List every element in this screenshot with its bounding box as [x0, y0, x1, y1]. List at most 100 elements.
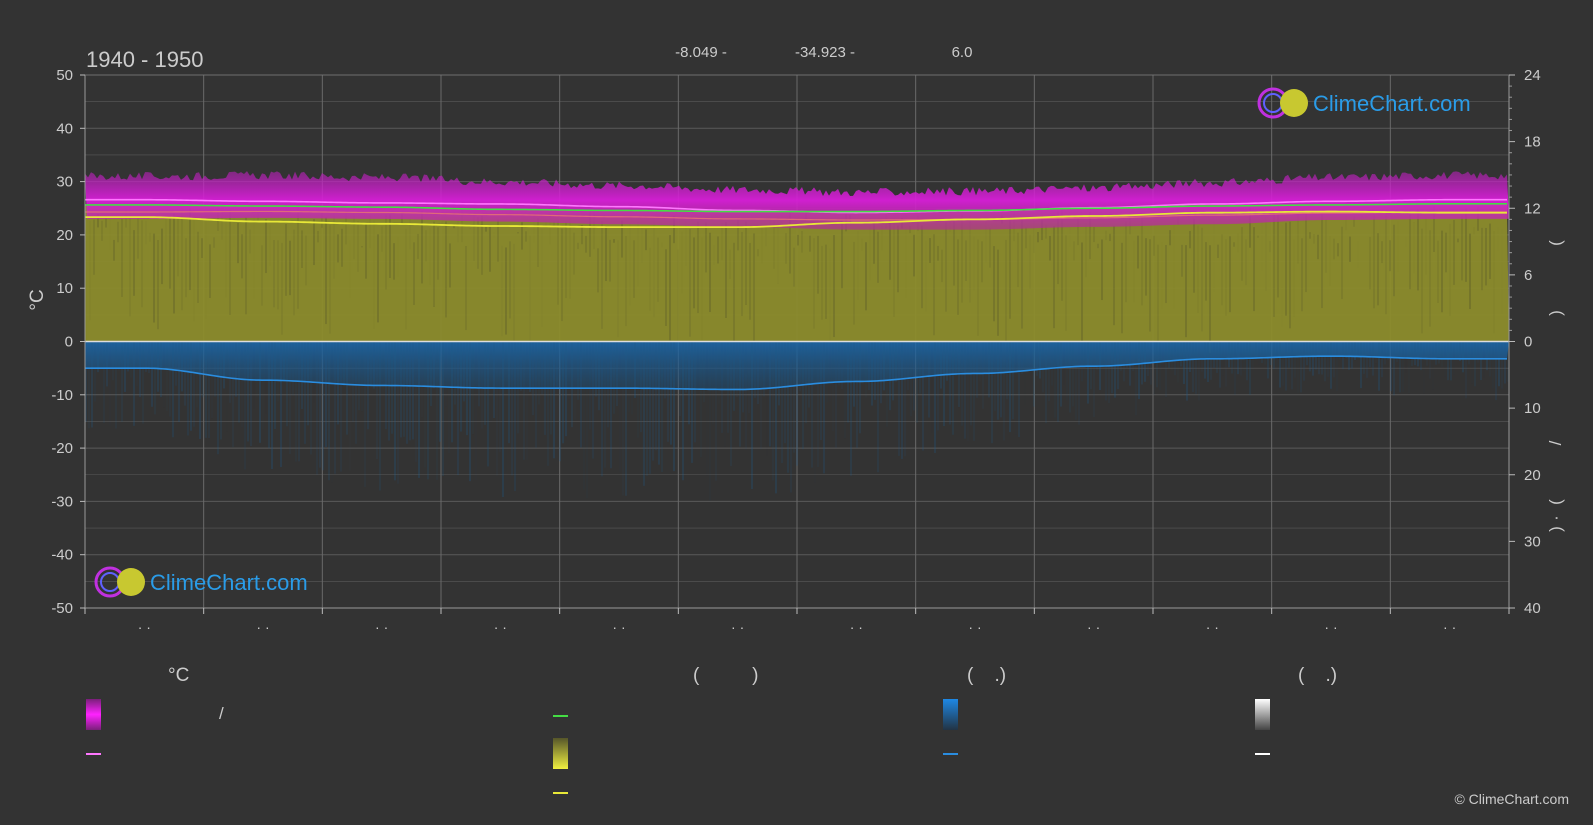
sunshine-stripe [1065, 235, 1067, 330]
precipitation-spike [1213, 342, 1215, 368]
sunshine-stripe [665, 249, 667, 326]
sunshine-stripe [793, 248, 795, 287]
precipitation-spike [655, 342, 657, 451]
precipitation-spike [358, 342, 360, 411]
sunshine-stripe [1257, 236, 1259, 238]
precipitation-spike [1219, 342, 1221, 388]
precipitation-spike [1036, 342, 1038, 376]
longitude-label: -34.923 - [795, 44, 855, 61]
precipitation-spike [349, 342, 351, 471]
precipitation-spike [442, 342, 444, 477]
x-category-label: · · [850, 619, 863, 635]
precipitation-spike [556, 342, 558, 390]
precipitation-spike [835, 342, 837, 448]
sunshine-stripe [617, 240, 619, 337]
precipitation-spike [427, 342, 429, 480]
precipitation-spike [787, 342, 789, 473]
precipitation-spike [1285, 342, 1287, 391]
sunshine-stripe [717, 236, 719, 263]
sunshine-stripe [177, 218, 179, 277]
precipitation-spike [784, 342, 786, 444]
sunshine-stripe [865, 242, 867, 310]
precipitation-spike [547, 342, 549, 466]
precipitation-spike [1054, 342, 1056, 418]
precipitation-spike [1441, 342, 1443, 367]
sunshine-stripe [1141, 216, 1143, 306]
precipitation-spike [1246, 342, 1248, 381]
sunshine-stripe [273, 240, 275, 307]
precipitation-spike [616, 342, 618, 407]
sunshine-stripe [853, 242, 855, 325]
precipitation-spike [535, 342, 537, 448]
precipitation-spike [931, 342, 933, 433]
precipitation-spike [1390, 342, 1392, 392]
sunshine-stripe [185, 238, 187, 297]
precipitation-spike [1000, 342, 1002, 418]
right-tick-label: 6 [1524, 267, 1532, 284]
precipitation-spike [1435, 342, 1437, 365]
precipitation-spike [1171, 342, 1173, 371]
sunshine-stripe [1281, 226, 1283, 326]
sunshine-stripe [385, 214, 387, 289]
sunshine-stripe [1305, 213, 1307, 293]
sunshine-stripe [1437, 241, 1439, 303]
sunshine-stripe [1233, 242, 1235, 247]
sunshine-stripe [821, 246, 823, 320]
sunshine-stripe [381, 227, 383, 252]
sunshine-stripe [293, 230, 295, 316]
sunshine-stripe [213, 237, 215, 248]
right-tick-label: 40 [1524, 600, 1541, 617]
sunshine-stripe [773, 221, 775, 269]
precipitation-spike [88, 342, 90, 429]
sunshine-stripe [193, 214, 195, 321]
precipitation-spike [259, 342, 261, 443]
sunshine-stripe [1237, 234, 1239, 252]
precipitation-spike [226, 342, 228, 432]
sunshine-stripe [733, 243, 735, 346]
precipitation-spike [871, 342, 873, 406]
precipitation-spike [661, 342, 663, 472]
precipitation-spike [1204, 342, 1206, 379]
precipitation-spike [217, 342, 219, 455]
precipitation-spike [1381, 342, 1383, 378]
sunshine-stripe [633, 240, 635, 298]
sunshine-stripe [1093, 227, 1095, 242]
precipitation-spike [1300, 342, 1302, 393]
precipitation-spike [343, 342, 345, 387]
sunshine-stripe [609, 240, 611, 282]
precipitation-spike [1018, 342, 1020, 438]
precipitation-spike [328, 342, 330, 481]
precipitation-spike [724, 342, 726, 447]
precipitation-spike [1087, 342, 1089, 404]
precipitation-spike [241, 342, 243, 428]
sunshine-stripe [189, 208, 191, 290]
precipitation-spike [604, 342, 606, 468]
precipitation-spike [832, 342, 834, 432]
precipitation-spike [895, 342, 897, 382]
sunshine-stripe [429, 228, 431, 285]
sunshine-stripe [229, 210, 231, 315]
precipitation-spike [439, 342, 441, 442]
sunshine-stripe [517, 232, 519, 233]
precipitation-spike [949, 342, 951, 425]
precipitation-spike [898, 342, 900, 456]
sunshine-stripe [93, 220, 95, 275]
precipitation-spike [322, 342, 324, 471]
precipitation-spike [418, 342, 420, 478]
sunshine-stripe [305, 236, 307, 286]
sunshine-stripe [1481, 228, 1483, 290]
precipitation-spike [1273, 342, 1275, 370]
sunshine-stripe [801, 231, 803, 253]
sunshine-stripe [209, 244, 211, 298]
sunshine-stripe [149, 233, 151, 242]
sunshine-stripe [1337, 243, 1339, 256]
precipitation-spike [610, 342, 612, 469]
precipitation-spike [1231, 342, 1233, 374]
precipitation-spike [1429, 342, 1431, 379]
precipitation-spike [181, 342, 183, 392]
precipitation-spike [283, 342, 285, 382]
sunshine-stripe [1329, 236, 1331, 286]
precipitation-spike [469, 342, 471, 482]
sunshine-stripe [621, 221, 623, 258]
sunshine-stripe [965, 240, 967, 281]
